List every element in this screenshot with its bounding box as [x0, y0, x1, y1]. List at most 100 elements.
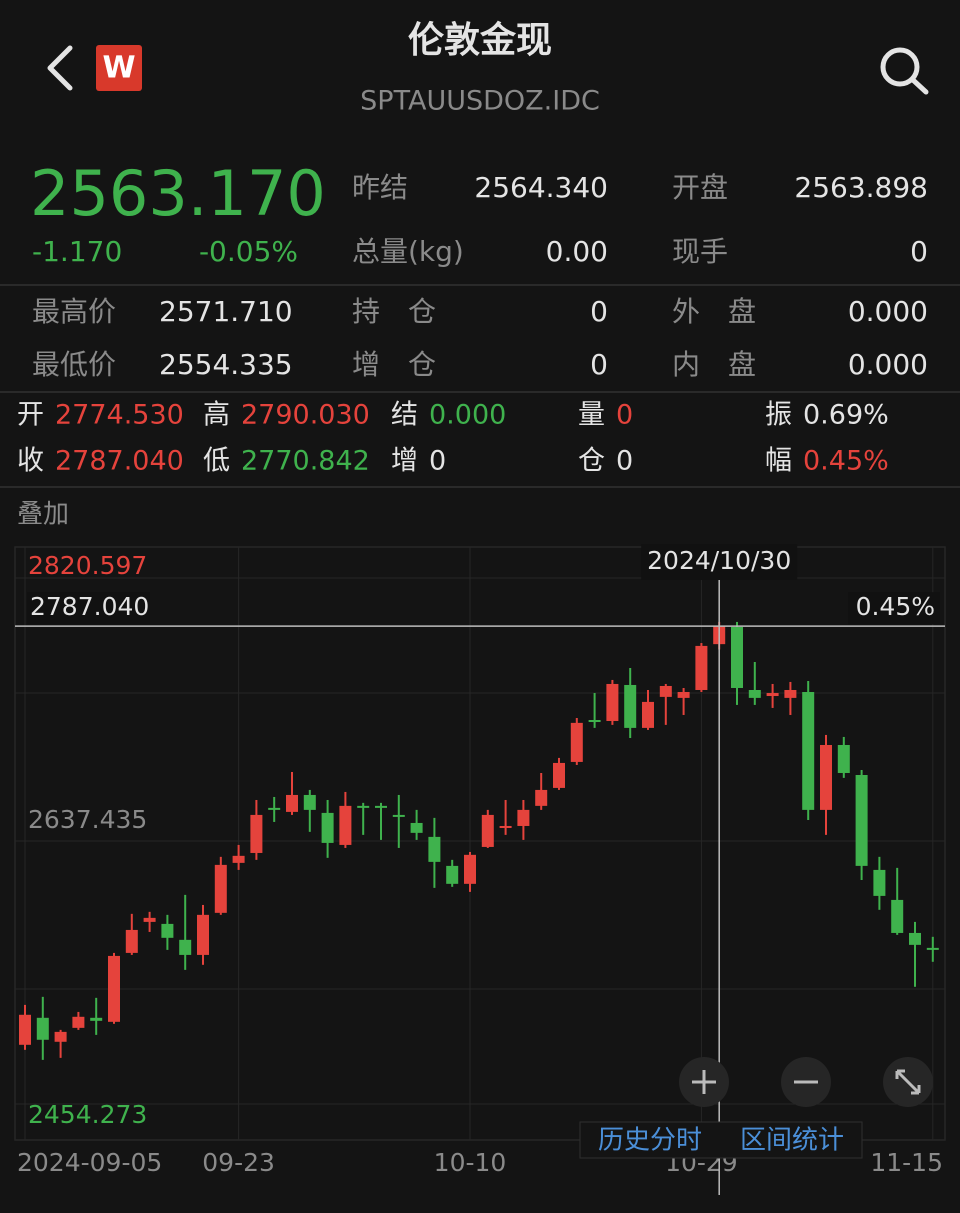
detail-value: 2770.842 [241, 446, 370, 477]
candle-body [19, 1014, 31, 1045]
candle-body [624, 684, 637, 728]
fullscreen-button[interactable] [883, 1057, 933, 1107]
candle-body [36, 1017, 49, 1040]
code: SPTAUUSDOZ.IDC [360, 86, 600, 117]
candle-body [464, 854, 476, 884]
candle-body [837, 744, 850, 773]
range-label: 内 盘 [672, 348, 756, 381]
detail-label: 幅 [765, 446, 792, 477]
range-value: 0.000 [848, 295, 928, 328]
stat-label: 昨结 [352, 171, 408, 204]
candle-body [250, 814, 263, 853]
candle-body [428, 836, 441, 862]
detail-value: 0.69% [803, 400, 889, 431]
candle-body [642, 701, 654, 728]
candle-body [891, 899, 904, 933]
x-tick-label: 11-15 [870, 1148, 943, 1177]
zoom-out-button[interactable] [781, 1057, 831, 1107]
crosshair-date-box [641, 544, 798, 580]
x-tick-label: 2024-09-05 [17, 1148, 162, 1177]
crosshair-date: 2024/10/30 [647, 546, 791, 575]
candle-body [784, 689, 797, 698]
zoom-in-button[interactable] [679, 1057, 729, 1107]
candle-body [197, 914, 209, 955]
candle-body [909, 932, 921, 945]
candle-body [926, 947, 939, 950]
detail-label: 高 [203, 400, 230, 431]
candle-body [54, 1031, 67, 1042]
overlay-label[interactable]: 叠加 [17, 500, 69, 530]
title: 伦敦金现 [408, 19, 552, 61]
back-button[interactable] [47, 45, 73, 91]
candle-body [143, 917, 156, 922]
detail-value: 0.45% [803, 446, 889, 477]
crosshair-change-box [848, 592, 940, 625]
range-label: 增 仓 [352, 348, 436, 381]
candle-body [695, 645, 708, 690]
candle-body [481, 814, 494, 847]
x-tick-label: 10-10 [434, 1148, 507, 1177]
chart-frame [14, 546, 946, 1141]
candle-body [375, 805, 387, 808]
candle-body [588, 720, 601, 723]
candle-body [321, 812, 334, 843]
stat-value: 0.00 [546, 235, 608, 268]
candle-body [570, 722, 583, 762]
tool-box [579, 1121, 863, 1159]
detail-label: 低 [203, 446, 230, 477]
stat-value: 0 [910, 235, 928, 268]
search-button[interactable] [880, 47, 929, 95]
candle-body [125, 929, 138, 953]
detail-value: 2774.530 [55, 400, 184, 431]
crosshair-price: 2787.040 [30, 592, 149, 621]
candle-body [392, 814, 405, 817]
candle-body [873, 869, 886, 896]
candle-body [90, 1017, 103, 1021]
last-price: 2563.170 [30, 157, 326, 230]
candle-body [268, 807, 281, 810]
x-tick-label: 09-23 [202, 1148, 275, 1177]
detail-label: 量 [578, 400, 605, 431]
logo[interactable] [96, 45, 142, 91]
crosshair-price-box [27, 592, 150, 625]
detail-value: 2787.040 [55, 446, 184, 477]
range-label: 持 仓 [352, 295, 436, 328]
stat-label: 开盘 [672, 171, 728, 204]
range-value: 0 [590, 348, 608, 381]
candle-body [606, 683, 619, 722]
detail-label: 结 [391, 400, 418, 431]
candle-body [535, 789, 548, 806]
stat-label: 总量(kg) [352, 235, 464, 268]
range-value: 0.000 [848, 348, 928, 381]
y-tick-label: 2637.435 [28, 805, 147, 834]
stat-value: 2563.898 [794, 171, 928, 204]
candle-body [232, 855, 245, 863]
detail-value: 2790.030 [241, 400, 370, 431]
candle-body [303, 794, 316, 810]
candle-body [179, 939, 192, 955]
detail-value: 0 [616, 446, 633, 477]
candle-body [499, 825, 512, 828]
candle-body [855, 774, 868, 866]
range-label: 最低价 [32, 348, 116, 381]
plus-icon [692, 1070, 716, 1094]
history-button[interactable]: 历史分时 [598, 1126, 702, 1156]
range-value: 0 [590, 295, 608, 328]
stat-value: 2564.340 [474, 171, 608, 204]
candle-body [339, 805, 352, 845]
detail-label: 开 [17, 400, 44, 431]
candle-body [410, 822, 423, 833]
detail-label: 仓 [578, 446, 605, 477]
candle-body [214, 864, 227, 913]
change-pct: -0.05% [199, 235, 298, 268]
candle-body [731, 626, 743, 688]
stats-button[interactable]: 区间统计 [740, 1126, 844, 1156]
detail-value: 0.000 [429, 400, 506, 431]
candle-body [766, 693, 779, 697]
detail-label: 收 [17, 446, 44, 477]
candle-body [72, 1016, 85, 1028]
change: -1.170 [32, 235, 122, 268]
detail-value: 0 [429, 446, 446, 477]
